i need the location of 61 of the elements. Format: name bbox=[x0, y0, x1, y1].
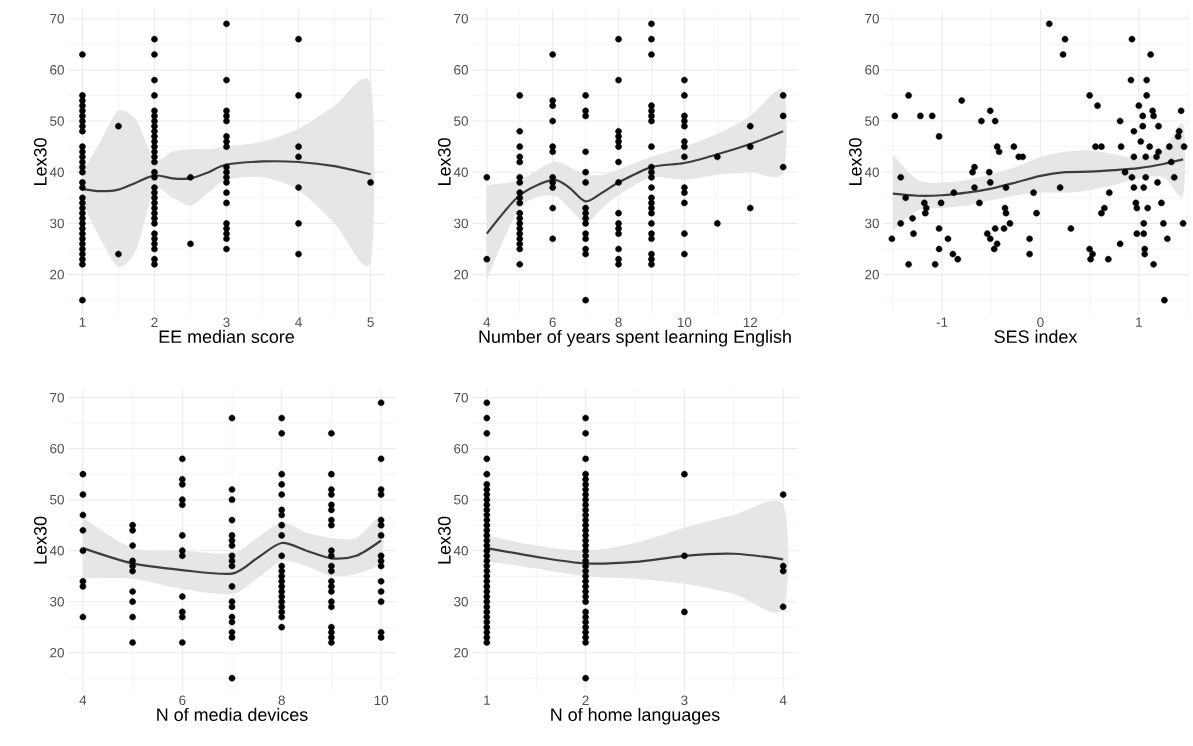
y-tick-label: 60 bbox=[454, 65, 468, 75]
y-tick-label: 60 bbox=[454, 443, 468, 454]
y-tick-label: 20 bbox=[50, 647, 64, 658]
x-axis-title: SES index bbox=[994, 329, 1078, 344]
x-tick-label: 1 bbox=[79, 317, 86, 327]
x-tick-label: 10 bbox=[677, 317, 692, 328]
x-tick-label: 4 bbox=[779, 695, 787, 705]
y-tick-label: 60 bbox=[50, 443, 64, 454]
y-axis-title: Lex30 bbox=[848, 138, 862, 185]
y-tick-label: 60 bbox=[865, 65, 879, 75]
y-tick-label: 50 bbox=[454, 494, 468, 505]
y-tick-label: 70 bbox=[454, 13, 468, 24]
y-tick-label: 30 bbox=[454, 218, 468, 229]
x-tick-label: 6 bbox=[179, 695, 186, 706]
x-tick-label: 6 bbox=[549, 317, 556, 328]
x-tick-label: 4 bbox=[483, 317, 491, 327]
x-tick-label: 2 bbox=[582, 695, 589, 705]
y-tick-label: 60 bbox=[50, 65, 64, 75]
y-axis-title: Lex30 bbox=[33, 516, 47, 564]
x-tick-label: 0 bbox=[1037, 317, 1044, 328]
x-tick-label: 1 bbox=[484, 695, 490, 705]
y-tick-label: 20 bbox=[865, 269, 879, 280]
x-tick-label: 4 bbox=[79, 695, 87, 705]
x-tick-label: 12 bbox=[743, 317, 758, 327]
y-axis-title: Lex30 bbox=[33, 138, 47, 185]
y-tick-label: 20 bbox=[454, 269, 468, 280]
x-tick-label: -1 bbox=[936, 317, 948, 327]
y-tick-label: 40 bbox=[864, 167, 879, 177]
y-tick-label: 70 bbox=[50, 13, 64, 24]
x-tick-label: 3 bbox=[681, 695, 688, 706]
y-tick-label: 30 bbox=[50, 218, 64, 229]
x-axis-title: EE median score bbox=[159, 329, 294, 344]
x-tick-label: 1 bbox=[1136, 317, 1142, 327]
x-axis-title: N of media devices bbox=[157, 707, 308, 722]
y-tick-label: 40 bbox=[453, 545, 468, 556]
x-tick-label: 8 bbox=[278, 695, 285, 706]
y-tick-label: 70 bbox=[50, 392, 64, 403]
x-tick-label: 3 bbox=[223, 317, 230, 328]
x-tick-label: 2 bbox=[151, 317, 158, 327]
y-tick-label: 30 bbox=[865, 218, 879, 229]
y-tick-label: 30 bbox=[454, 596, 468, 607]
x-axis-title: Number of years spent learning English bbox=[479, 329, 791, 347]
y-tick-label: 50 bbox=[50, 494, 64, 505]
y-tick-label: 20 bbox=[454, 647, 468, 658]
y-tick-label: 30 bbox=[50, 596, 64, 607]
y-axis-title: Lex30 bbox=[437, 516, 451, 564]
y-axis-title: Lex30 bbox=[437, 138, 451, 185]
y-tick-label: 50 bbox=[865, 116, 879, 126]
x-tick-label: 8 bbox=[615, 317, 622, 328]
x-tick-label: 4 bbox=[295, 317, 302, 327]
y-tick-label: 50 bbox=[50, 116, 64, 126]
y-tick-label: 50 bbox=[454, 116, 468, 126]
x-tick-label: 5 bbox=[367, 317, 374, 327]
x-tick-label: 10 bbox=[374, 695, 389, 706]
y-tick-label: 70 bbox=[454, 392, 468, 403]
y-tick-label: 70 bbox=[865, 13, 879, 24]
x-axis-title: N of home languages bbox=[551, 707, 720, 725]
y-tick-label: 20 bbox=[50, 269, 64, 280]
y-tick-label: 40 bbox=[49, 167, 64, 177]
y-tick-label: 40 bbox=[453, 167, 468, 177]
y-tick-label: 40 bbox=[49, 545, 64, 556]
